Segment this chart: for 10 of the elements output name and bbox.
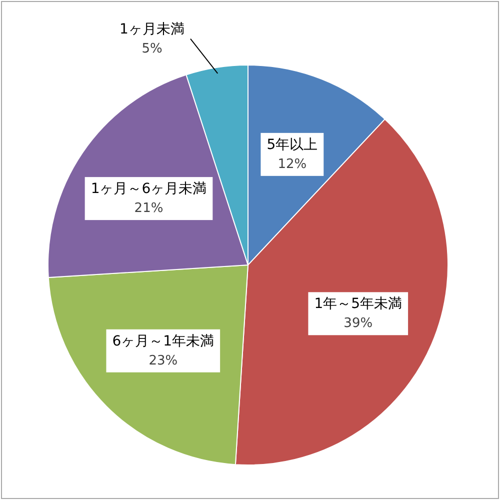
data-label: 39%	[344, 316, 373, 332]
data-label: 5%	[142, 41, 162, 56]
slice-label: 1年～5年未満	[314, 296, 402, 312]
data-label: 21%	[134, 201, 164, 216]
data-label: 23%	[148, 353, 178, 368]
slice-label: 5年以上	[266, 136, 318, 153]
slice-label: 1ヶ月～6ヶ月未満	[90, 181, 207, 198]
slice-label: 1ヶ月未満	[120, 21, 184, 38]
data-label: 12%	[278, 156, 307, 172]
slice-label: 6ヶ月～1年未満	[112, 333, 214, 350]
